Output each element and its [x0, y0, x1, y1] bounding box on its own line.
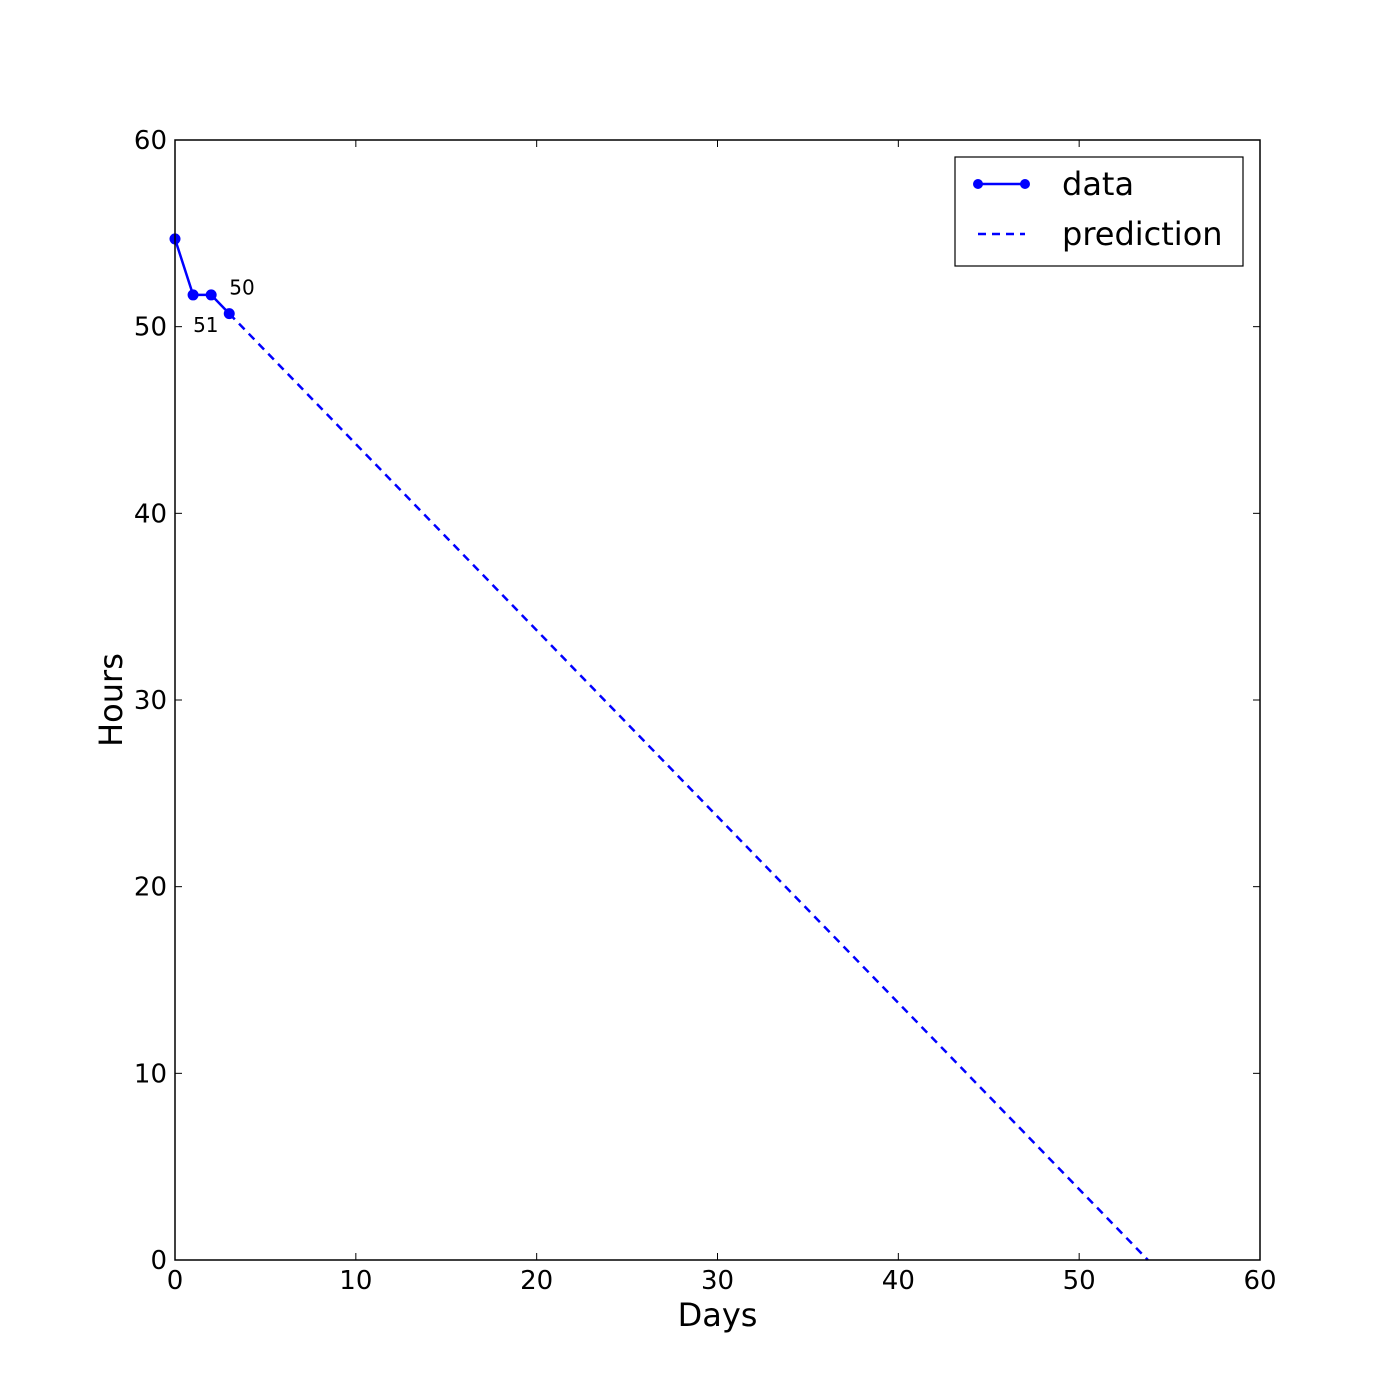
y-tick-label: 10 [134, 1059, 167, 1089]
x-tick-label: 50 [1063, 1266, 1096, 1296]
x-tick-label: 60 [1243, 1266, 1276, 1296]
y-axis-label: Hours [92, 653, 130, 747]
data-point [205, 289, 217, 301]
x-tick-label: 0 [167, 1266, 184, 1296]
legend: data prediction [954, 156, 1244, 267]
y-tick-label: 50 [134, 313, 167, 343]
y-tick-label: 20 [134, 873, 167, 903]
legend-marker [973, 179, 983, 189]
data-point [187, 289, 199, 301]
data-annotation: 51 [193, 313, 218, 337]
x-tick-label: 30 [701, 1266, 734, 1296]
legend-box [954, 156, 1244, 267]
y-tick-label: 40 [134, 499, 167, 529]
y-tick-label: 0 [150, 1246, 167, 1276]
data-annotation: 50 [229, 276, 254, 300]
y-tick-label: 60 [134, 126, 167, 156]
legend-label-data: data [1062, 165, 1134, 203]
x-tick-label: 20 [520, 1266, 553, 1296]
x-tick-label: 40 [882, 1266, 915, 1296]
axes: 0 10 20 30 40 50 60 0 10 20 30 40 50 60 [134, 126, 1277, 1296]
legend-marker [1020, 179, 1030, 189]
x-tick-label: 10 [339, 1266, 372, 1296]
x-axis-label: Days [678, 1296, 758, 1334]
y-tick-label: 30 [134, 686, 167, 716]
plot-area: 51 50 [169, 233, 1149, 1261]
legend-label-prediction: prediction [1062, 215, 1223, 253]
series-line-prediction [228, 312, 1149, 1261]
plot-frame [174, 139, 1261, 1261]
series-line-data [173, 238, 231, 315]
